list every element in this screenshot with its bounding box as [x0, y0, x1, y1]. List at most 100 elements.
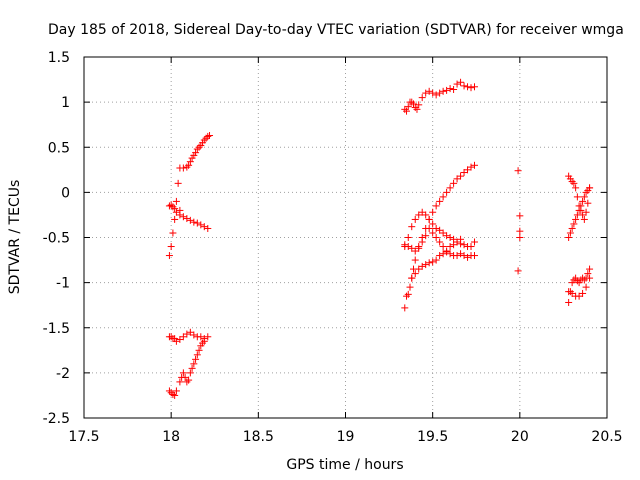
data-point — [418, 238, 426, 246]
data-point — [586, 265, 594, 273]
data-point — [446, 184, 454, 192]
data-point — [570, 276, 578, 284]
data-point — [186, 158, 194, 166]
data-point — [471, 161, 479, 169]
y-axis-label: SDTVAR / TECUs — [7, 180, 23, 295]
data-point — [188, 364, 196, 372]
data-point — [200, 223, 208, 231]
data-point — [176, 378, 184, 386]
data-point — [418, 94, 426, 102]
x-tick-label: 19.5 — [417, 429, 448, 445]
data-point — [425, 259, 433, 267]
data-point — [439, 243, 447, 251]
data-point — [411, 270, 419, 278]
data-point — [565, 298, 573, 306]
data-points — [165, 78, 594, 399]
data-point — [457, 250, 465, 258]
data-point — [411, 256, 419, 264]
data-point — [192, 149, 200, 157]
data-point — [411, 247, 419, 255]
data-point — [573, 193, 581, 201]
data-point — [580, 276, 588, 284]
data-point — [193, 351, 201, 359]
data-point — [443, 86, 451, 94]
data-point — [179, 213, 187, 221]
data-point — [183, 330, 191, 338]
data-point — [443, 232, 451, 240]
data-point — [169, 203, 177, 211]
data-point — [432, 234, 440, 241]
data-point — [200, 337, 208, 345]
data-point — [457, 78, 465, 86]
data-point — [436, 89, 444, 97]
data-point — [411, 215, 419, 223]
data-point — [570, 220, 578, 228]
data-point — [404, 103, 412, 111]
data-point — [579, 289, 587, 297]
data-point — [425, 87, 433, 95]
x-tick-label: 20 — [511, 429, 529, 445]
data-point — [200, 136, 208, 144]
data-point — [429, 258, 437, 266]
data-point — [204, 224, 212, 232]
data-point — [171, 391, 179, 399]
data-point — [179, 369, 187, 377]
data-point — [464, 83, 472, 91]
data-point — [464, 253, 472, 261]
data-point — [432, 202, 440, 210]
x-tick-label: 18.5 — [243, 429, 274, 445]
data-point — [439, 250, 447, 258]
data-point — [582, 208, 590, 216]
data-point — [401, 304, 409, 312]
data-point — [183, 378, 191, 386]
data-point — [165, 252, 173, 260]
data-point — [436, 252, 444, 260]
data-point — [172, 197, 180, 205]
data-point — [565, 288, 573, 296]
data-point — [572, 215, 580, 223]
data-point — [570, 179, 578, 187]
data-point — [450, 85, 458, 93]
data-point — [422, 89, 430, 97]
data-point — [432, 256, 440, 264]
data-point — [575, 206, 583, 214]
data-point — [565, 234, 573, 241]
y-tick-labels: -2.5 -2 -1.5 -1 -0.5 0 0.5 1 1.5 — [43, 50, 70, 427]
data-point — [409, 100, 417, 108]
data-point — [429, 220, 437, 228]
data-point — [174, 179, 182, 187]
data-point — [471, 83, 479, 91]
data-point — [190, 218, 198, 226]
data-point — [460, 252, 468, 260]
data-point — [192, 355, 200, 363]
data-point — [429, 229, 437, 237]
data-point — [167, 243, 175, 251]
data-point — [471, 238, 479, 246]
data-point — [457, 235, 465, 243]
data-point — [176, 206, 184, 214]
data-point — [457, 172, 465, 180]
data-point — [471, 252, 479, 260]
data-point — [582, 283, 590, 291]
data-point — [418, 262, 426, 270]
data-point — [190, 331, 198, 339]
data-point — [167, 201, 175, 209]
data-point — [580, 193, 588, 201]
data-point — [406, 283, 414, 291]
grid-lines — [84, 57, 607, 418]
x-axis-label: GPS time / hours — [286, 457, 403, 473]
data-point — [516, 212, 524, 220]
data-point — [467, 84, 475, 92]
data-point — [460, 241, 468, 249]
data-point — [584, 199, 592, 207]
y-tick-label: -1.5 — [43, 321, 70, 337]
data-point — [432, 91, 440, 99]
y-tick-label: 1.5 — [48, 50, 70, 66]
data-point — [425, 215, 433, 223]
y-tick-label: -0.5 — [43, 231, 70, 247]
data-point — [443, 248, 451, 256]
data-point — [573, 211, 581, 219]
chart-title: Day 185 of 2018, Sidereal Day-to-day VTE… — [48, 22, 624, 38]
data-point — [467, 163, 475, 171]
